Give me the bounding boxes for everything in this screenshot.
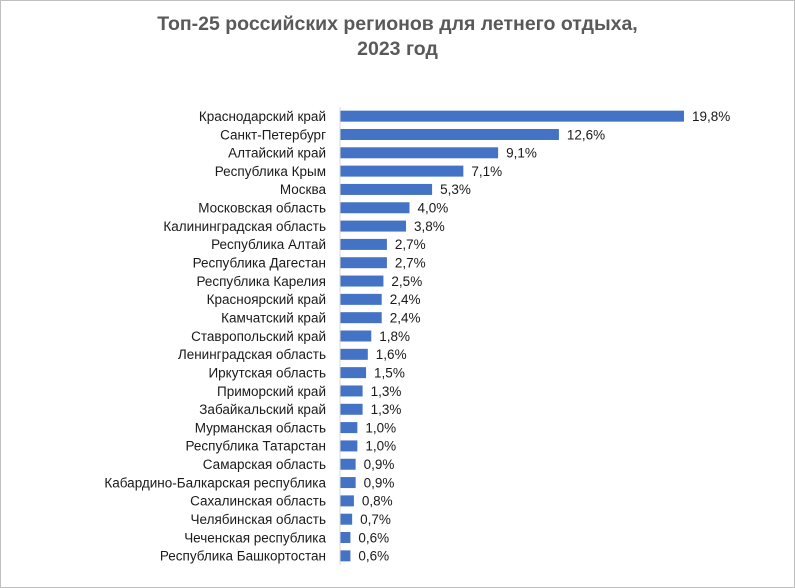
bar <box>340 550 351 562</box>
value-label: 2,4% <box>390 292 421 307</box>
bar <box>340 330 372 342</box>
bar <box>340 495 354 507</box>
category-label: Республика Крым <box>215 164 326 179</box>
bar <box>340 257 387 269</box>
bar <box>340 128 559 140</box>
value-label: 5,3% <box>440 182 471 197</box>
category-label: Калининградская область <box>163 219 326 234</box>
bar <box>340 513 353 525</box>
value-label: 2,7% <box>395 256 426 271</box>
bar <box>340 477 356 489</box>
value-label: 0,6% <box>358 530 389 545</box>
category-label: Иркутская область <box>208 365 326 380</box>
category-label: Ленинградская область <box>178 347 326 362</box>
category-label: Республика Башкортостан <box>160 549 326 564</box>
chart-title: Топ-25 российских регионов для летнего о… <box>0 12 795 62</box>
category-label: Приморский край <box>217 384 326 399</box>
bar <box>340 238 387 250</box>
category-label: Краснодарский край <box>199 109 326 124</box>
value-label: 1,3% <box>371 402 402 417</box>
category-label: Республика Татарстан <box>185 439 326 454</box>
value-label: 1,8% <box>379 329 410 344</box>
bar <box>340 147 499 159</box>
category-label: Чеченская республика <box>184 530 326 545</box>
value-label: 1,6% <box>376 347 407 362</box>
value-label: 1,3% <box>371 384 402 399</box>
bar <box>340 385 363 397</box>
bar <box>340 458 356 470</box>
value-label: 1,0% <box>365 420 396 435</box>
bar <box>340 422 358 434</box>
value-label: 9,1% <box>506 146 537 161</box>
category-label: Самарская область <box>203 457 326 472</box>
category-label: Алтайский край <box>228 146 326 161</box>
category-label: Челябинская область <box>191 512 326 527</box>
bar <box>340 165 464 177</box>
chart-title-line-2: 2023 год <box>357 38 438 60</box>
category-label: Республика Карелия <box>196 274 326 289</box>
bar <box>340 348 368 360</box>
category-label: Санкт-Петербург <box>220 127 326 142</box>
category-label: Забайкальский край <box>199 402 326 417</box>
chart-title-line-1: Топ-25 российских регионов для летнего о… <box>157 13 638 35</box>
bar <box>340 312 382 324</box>
category-label: Республика Алтай <box>211 237 326 252</box>
value-label: 4,0% <box>417 201 448 216</box>
bar <box>340 110 684 122</box>
value-label: 0,7% <box>360 512 391 527</box>
value-label: 1,0% <box>365 439 396 454</box>
bar <box>340 440 358 452</box>
value-label: 0,6% <box>358 549 389 564</box>
bar <box>340 403 363 415</box>
value-label: 0,9% <box>364 475 395 490</box>
category-label: Камчатский край <box>221 310 326 325</box>
value-label: 2,7% <box>395 237 426 252</box>
category-label: Мурманская область <box>195 420 326 435</box>
value-label: 12,6% <box>567 127 605 142</box>
value-label: 7,1% <box>471 164 502 179</box>
category-label: Московская область <box>198 201 326 216</box>
bar <box>340 367 367 379</box>
category-label: Республика Дагестан <box>193 256 326 271</box>
value-label: 1,5% <box>374 365 405 380</box>
value-label: 2,4% <box>390 310 421 325</box>
value-label: 2,5% <box>391 274 422 289</box>
bar <box>340 220 407 232</box>
bar <box>340 293 382 305</box>
bar <box>340 202 410 214</box>
bar <box>340 275 384 287</box>
value-label: 0,8% <box>362 494 393 509</box>
category-label: Москва <box>280 182 327 197</box>
value-label: 3,8% <box>414 219 445 234</box>
bars-layer: Краснодарский край 19,8% Санкт-Петербург 12… <box>104 109 730 564</box>
bar <box>340 532 351 544</box>
category-label: Красноярский край <box>207 292 326 307</box>
value-label: 19,8% <box>692 109 730 124</box>
category-label: Ставропольский край <box>191 329 326 344</box>
value-label: 0,9% <box>364 457 395 472</box>
category-label: Сахалинская область <box>190 494 326 509</box>
bar <box>340 183 433 195</box>
category-label: Кабардино-Балкарская республика <box>104 475 326 490</box>
